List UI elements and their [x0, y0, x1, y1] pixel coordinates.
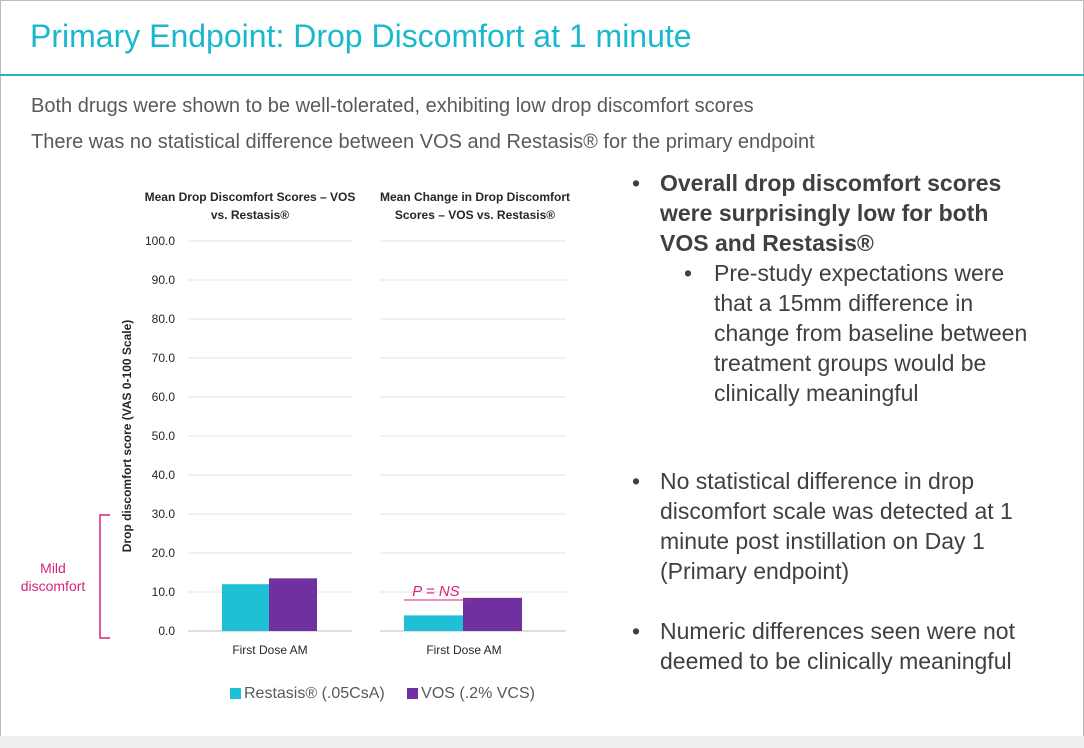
- mild-discomfort-label: Mild discomfort: [20, 560, 86, 594]
- y-tick-label: 20.0: [152, 546, 176, 560]
- footer-bar: [0, 736, 1084, 748]
- chart-2-title: Mean Change in Drop Discomfort Scores – …: [380, 190, 571, 222]
- y-tick-label: 10.0: [152, 585, 176, 599]
- subtitle-2: There was no statistical difference betw…: [31, 131, 815, 153]
- charts-svg: 0.0 10.0 20.0 30.0 40.0 50.0 60.0 70.0 80.0 90.0 1…: [99, 234, 566, 657]
- y-tick-label: 60.0: [152, 390, 176, 404]
- legend-label-restasis: Restasis® (.05CsA): [244, 685, 385, 702]
- title-divider: [0, 74, 1084, 76]
- y-tick-label: 40.0: [152, 468, 176, 482]
- bar-chart2-series2: [463, 597, 522, 631]
- bullet-3-text: Numeric differences seen were not deemed…: [660, 618, 1015, 674]
- legend-swatch-restasis: [230, 688, 241, 700]
- legend-item-vos: VOS (.2% VCS): [407, 685, 535, 703]
- y-tick-label: 0.0: [158, 624, 175, 638]
- bar-layer: [222, 578, 522, 631]
- chart-legend: Restasis® (.05CsA) VOS (.2% VCS): [230, 685, 553, 703]
- subtitle-1: Both drugs were shown to be well-tolerat…: [31, 95, 754, 117]
- category-label: First Dose AM: [232, 643, 307, 657]
- bullet-2-text: No statistical difference in drop discom…: [660, 468, 1013, 584]
- bullet-1a-text: Pre-study expectations were that a 15mm …: [714, 260, 1028, 406]
- chart-1-title: Mean Drop Discomfort Scores – VOS vs. Re…: [144, 190, 356, 222]
- y-tick-label: 70.0: [152, 351, 176, 365]
- p-value-annotation: P = NS: [412, 583, 459, 600]
- mild-bracket: [99, 514, 110, 639]
- grid-layer: [188, 240, 566, 632]
- y-tick-label: 80.0: [152, 312, 176, 326]
- bullet-1-text: Overall drop discomfort scores were surp…: [660, 170, 1002, 256]
- y-tick-label: 50.0: [152, 429, 176, 443]
- bullet-dot: •: [632, 170, 641, 196]
- y-tick-label: 100.0: [145, 234, 175, 248]
- legend-item-restasis: Restasis® (.05CsA): [230, 685, 385, 703]
- bar-chart1-series2: [269, 578, 317, 631]
- bullet-dot: •: [632, 618, 641, 644]
- legend-label-vos: VOS (.2% VCS): [421, 685, 535, 702]
- category-label: First Dose AM: [426, 643, 501, 657]
- bar-chart2-series1: [404, 615, 463, 631]
- bullet-dot: •: [684, 260, 693, 286]
- label-layer: 0.0 10.0 20.0 30.0 40.0 50.0 60.0 70.0 80.0 90.0 1…: [145, 234, 502, 657]
- y-axis-label: Drop discomfort score (VAS 0-100 Scale): [120, 320, 134, 553]
- y-tick-label: 90.0: [152, 273, 176, 287]
- y-tick-label: 30.0: [152, 507, 176, 521]
- bar-chart1-series1: [222, 584, 270, 631]
- slide-title: Primary Endpoint: Drop Discomfort at 1 m…: [30, 18, 692, 54]
- bullet-dot: •: [632, 468, 641, 494]
- legend-swatch-vos: [407, 688, 419, 700]
